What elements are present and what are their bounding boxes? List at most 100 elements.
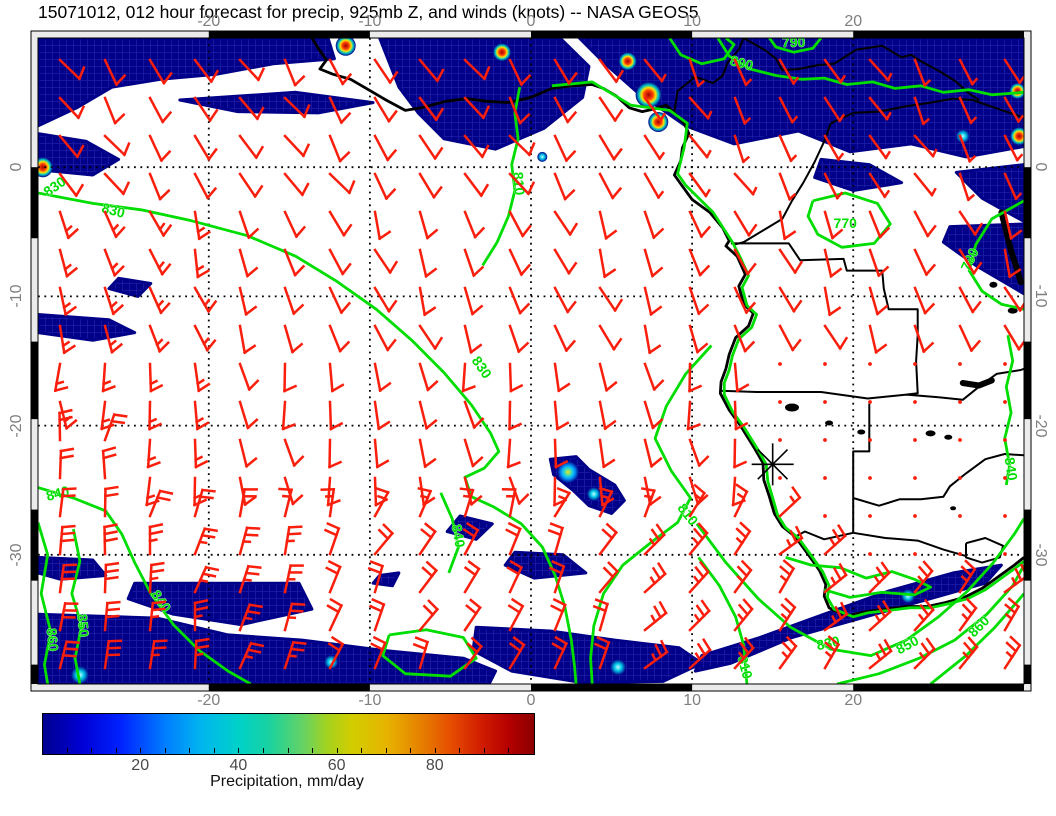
wind-barb — [958, 58, 979, 86]
wind-barb-staff — [643, 286, 653, 316]
wind-barb-staff — [553, 603, 567, 632]
wind-barb-feather — [701, 638, 712, 652]
wind-barb-staff — [418, 489, 433, 518]
colorbar-tick-label: 20 — [131, 757, 150, 774]
calm-wind-dot — [958, 514, 962, 518]
wind-barb-feather — [426, 380, 439, 392]
wind-barb-half-feather — [790, 115, 799, 124]
wind-barb-feather — [159, 149, 172, 163]
wind-barb — [508, 96, 531, 125]
wind-barb — [58, 487, 77, 518]
wind-barb — [373, 286, 398, 313]
wind-barb — [103, 324, 124, 354]
wind-barb-staff — [688, 96, 710, 120]
wind-barb — [733, 324, 756, 353]
wind-barb-feather — [782, 559, 796, 571]
wind-barb-feather — [61, 654, 77, 658]
wind-barb-feather — [969, 339, 982, 353]
wind-barb — [598, 210, 618, 241]
wind-barb-staff — [958, 172, 970, 202]
wind-barb-staff — [598, 476, 604, 507]
wind-barb — [688, 210, 712, 239]
calm-wind-dot — [868, 438, 872, 442]
wind-barb-feather — [329, 421, 344, 431]
wind-barb — [193, 324, 217, 352]
wind-barb — [733, 286, 757, 315]
wind-barb — [686, 400, 701, 431]
precipitation-area — [38, 555, 108, 581]
wind-barb-feather — [735, 383, 750, 393]
wind-barb-half-feather — [1017, 75, 1024, 85]
wind-barb-feather — [209, 69, 220, 84]
wind-barb-staff — [328, 286, 344, 315]
wind-barb-half-feather — [1010, 576, 1018, 587]
wind-barb-half-feather — [650, 614, 657, 624]
wind-barb — [238, 438, 258, 468]
wind-barb — [547, 522, 565, 556]
wind-barb-half-feather — [600, 494, 611, 500]
wind-barb-feather — [347, 180, 356, 195]
wind-barb-feather — [112, 264, 125, 277]
wind-barb-feather — [423, 457, 437, 469]
wind-barb-half-feather — [967, 155, 977, 163]
wind-barb — [103, 248, 125, 277]
wind-barb-half-feather — [789, 495, 797, 505]
wind-barb-staff — [328, 324, 342, 353]
wind-barb — [58, 563, 78, 594]
wind-barb-feather — [147, 422, 163, 431]
wind-barb-feather — [747, 223, 758, 237]
wind-barb-feather — [604, 380, 618, 392]
wind-barb-staff — [598, 362, 609, 392]
wind-barb — [238, 210, 260, 240]
precipitation-core — [586, 487, 601, 502]
wind-barb-feather — [63, 305, 78, 317]
wind-barb-feather — [196, 269, 210, 279]
wind-barb-staff — [508, 565, 524, 594]
colorbar-minor-tick — [262, 748, 264, 753]
wind-barb-half-feather — [735, 536, 744, 545]
colorbar-tick-label: 80 — [425, 757, 444, 774]
wind-barb-feather — [110, 342, 124, 354]
wind-barb — [283, 602, 306, 632]
lake-or-pan — [825, 420, 834, 426]
wind-barb-feather — [465, 604, 478, 616]
wind-barb-half-feather — [886, 72, 893, 82]
wind-barb-half-feather — [873, 575, 881, 585]
wind-barb — [553, 96, 578, 124]
wind-barb — [101, 446, 117, 480]
wind-barb — [643, 96, 667, 122]
precipitation-core — [955, 129, 970, 144]
frame-zebra-right — [1024, 167, 1031, 239]
calm-wind-dot — [913, 400, 917, 404]
wind-barb-staff — [58, 210, 70, 240]
wind-barb-staff — [328, 400, 333, 431]
calm-wind-dot — [913, 362, 917, 366]
wind-barb — [598, 486, 614, 518]
wind-barb-staff — [598, 134, 616, 161]
wind-barb-staff — [238, 172, 257, 199]
wind-barb-feather — [197, 230, 212, 241]
wind-barb — [823, 248, 843, 279]
wind-barb-half-feather — [196, 226, 206, 234]
wind-barb — [823, 172, 844, 200]
wind-barb-half-feather — [157, 261, 165, 270]
colorbar-minor-tick — [459, 748, 461, 753]
wind-barb-feather — [292, 455, 305, 468]
wind-barb-feather — [412, 642, 428, 651]
wind-barb — [238, 526, 261, 556]
wind-barb-staff — [643, 362, 656, 391]
wind-barb-feather — [204, 565, 220, 572]
calm-wind-dot — [778, 362, 782, 366]
wind-barb-half-feather — [787, 193, 797, 201]
wind-barb-feather — [203, 527, 218, 533]
wind-barb — [373, 400, 391, 431]
wind-barb-staff — [373, 134, 390, 162]
wind-barb-half-feather — [751, 186, 758, 196]
wind-barb-feather — [245, 526, 261, 530]
wind-barb-staff — [958, 324, 974, 353]
wind-barb-feather — [325, 566, 340, 576]
wind-barb-feather — [970, 300, 982, 314]
wind-barb — [148, 58, 173, 85]
wind-barb-staff — [1003, 248, 1012, 279]
wind-barb-feather — [650, 266, 664, 278]
